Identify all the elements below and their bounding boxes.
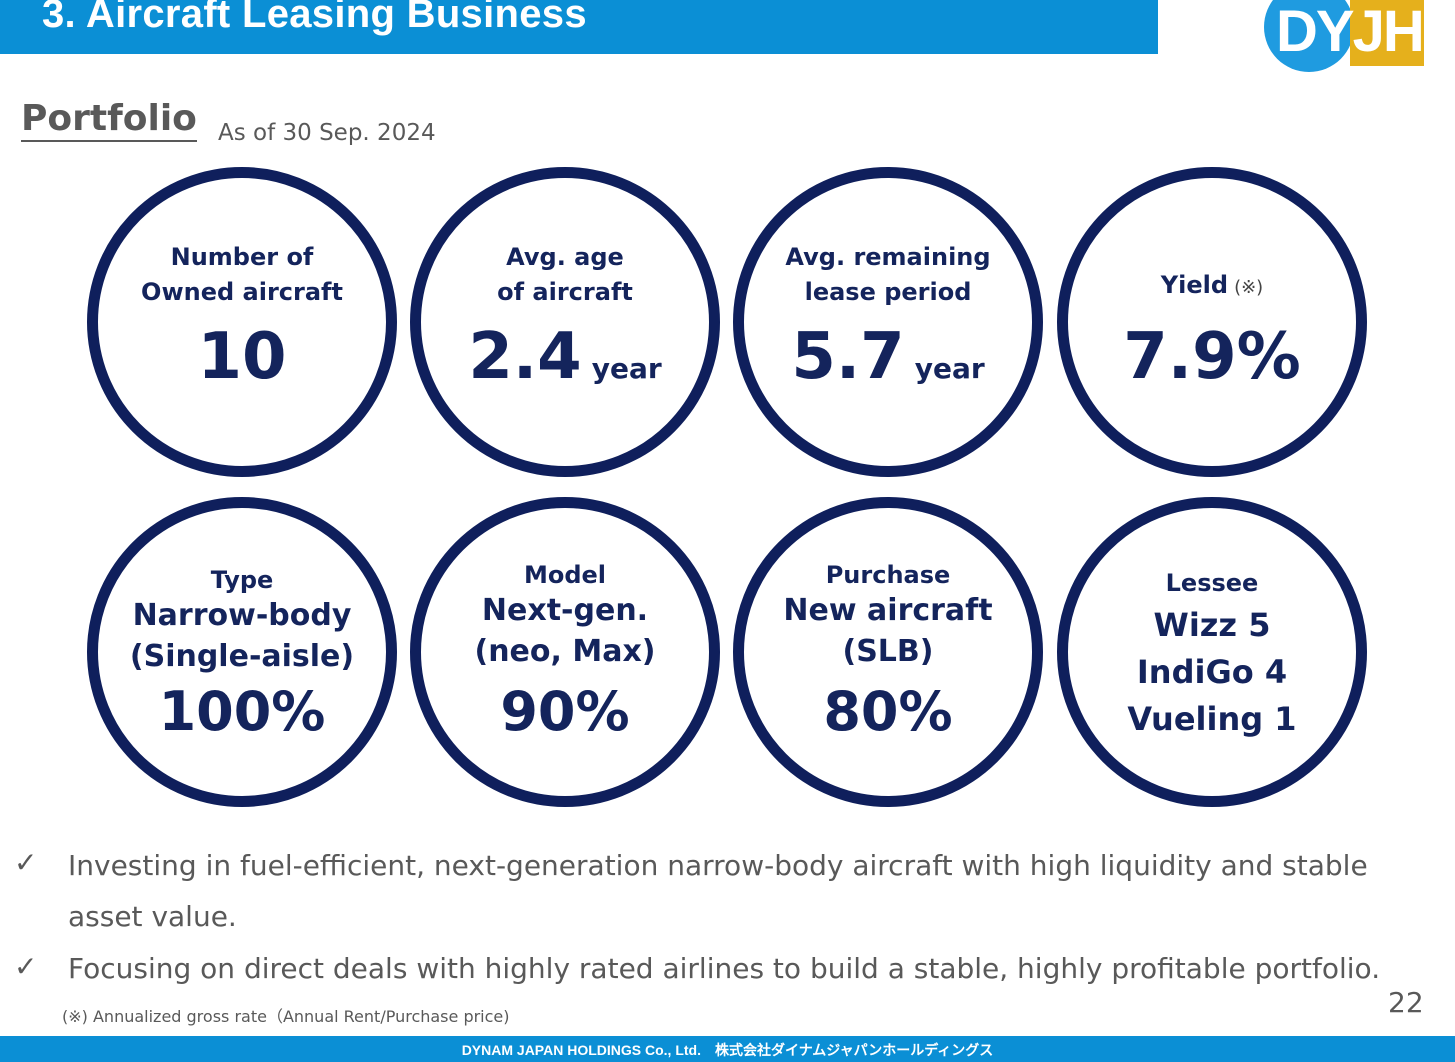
metric-value-row: 2.4 year (421, 320, 709, 394)
metric-label-line-1: Number of (170, 243, 314, 271)
breakdown-line-2: (neo, Max) (474, 634, 656, 669)
breakdown-lessee: Lessee Wizz 5 IndiGo 4 Vueling 1 (1057, 497, 1367, 807)
metric-value: 5.7 (791, 320, 905, 394)
header-bar: 3. Aircraft Leasing Business (0, 0, 1158, 54)
logo-circle (1264, 0, 1354, 72)
footnote-mark: (※) (1234, 277, 1264, 298)
dyjh-logo: DYJH (1262, 0, 1428, 74)
metric-owned-aircraft: Number of Owned aircraft 10 (87, 167, 397, 477)
section-title: Portfolio (21, 98, 197, 142)
metric-value: 2.4 (468, 320, 582, 394)
page-title: 3. Aircraft Leasing Business (42, 0, 587, 36)
as-of-date: As of 30 Sep. 2024 (218, 120, 436, 146)
breakdown-model: Model Next-gen. (neo, Max) 90% (410, 497, 720, 807)
breakdown-line-2: (SLB) (842, 634, 934, 669)
metric-value: 7.9% (1123, 320, 1301, 394)
metric-label-line-1: Avg. remaining (785, 243, 991, 271)
metric-value-row: 7.9% (1068, 320, 1356, 394)
metric-remaining-lease: Avg. remaining lease period 5.7 year (733, 167, 1043, 477)
metric-value-row: 5.7 year (744, 320, 1032, 394)
logo-text: DYJH (1276, 0, 1425, 64)
breakdown-value: 90% (500, 680, 630, 743)
breakdown-line-2: IndiGo 4 (1136, 653, 1288, 691)
check-icon: ✓ (14, 950, 38, 983)
metric-label: Yield (1160, 271, 1229, 299)
metric-label-line-1: Avg. age (506, 243, 624, 271)
breakdown-label: Purchase (825, 561, 951, 589)
breakdown-line-1: Wizz 5 (1153, 606, 1271, 644)
metric-unit: year (591, 352, 662, 385)
metric-yield: Yield (※) 7.9% (1057, 167, 1367, 477)
breakdown-line-1: Narrow-body (132, 598, 352, 633)
metric-value: 10 (197, 320, 287, 394)
breakdown-line-1: Next-gen. (481, 593, 649, 628)
breakdown-line-3: Vueling 1 (1127, 700, 1297, 738)
metric-label-line-2: Owned aircraft (141, 278, 343, 306)
metric-value-row: 10 (98, 320, 386, 394)
bullet-text: Focusing on direct deals with highly rat… (68, 952, 1381, 985)
footer-company-name: DYNAM JAPAN HOLDINGS Co., Ltd. 株式会社ダイナムジ… (461, 1042, 994, 1058)
footer-bar: DYNAM JAPAN HOLDINGS Co., Ltd. 株式会社ダイナムジ… (0, 1036, 1455, 1062)
logo-square (1350, 0, 1424, 66)
metric-label-row: Yield (※) (1068, 268, 1356, 305)
check-icon: ✓ (14, 846, 38, 879)
metric-label-line-2: lease period (804, 278, 972, 306)
breakdown-label: Type (210, 566, 274, 594)
breakdown-label: Model (523, 561, 607, 589)
metric-unit: year (914, 352, 985, 385)
bullet-text: Investing in fuel-efficient, next-genera… (68, 849, 1368, 933)
breakdown-line-2: (Single-aisle) (129, 639, 355, 674)
page-number: 22 (1388, 986, 1424, 1019)
metric-avg-age: Avg. age of aircraft 2.4 year (410, 167, 720, 477)
breakdown-label: Lessee (1165, 569, 1259, 597)
breakdown-line-1: New aircraft (783, 593, 993, 628)
breakdown-value: 100% (158, 680, 326, 743)
metric-label-line-2: of aircraft (497, 278, 633, 306)
footnote: (※) Annualized gross rate（Annual Rent/Pu… (62, 1007, 510, 1026)
breakdown-value: 80% (823, 680, 953, 743)
breakdown-type: Type Narrow-body (Single-aisle) 100% (87, 497, 397, 807)
breakdown-purchase: Purchase New aircraft (SLB) 80% (733, 497, 1043, 807)
